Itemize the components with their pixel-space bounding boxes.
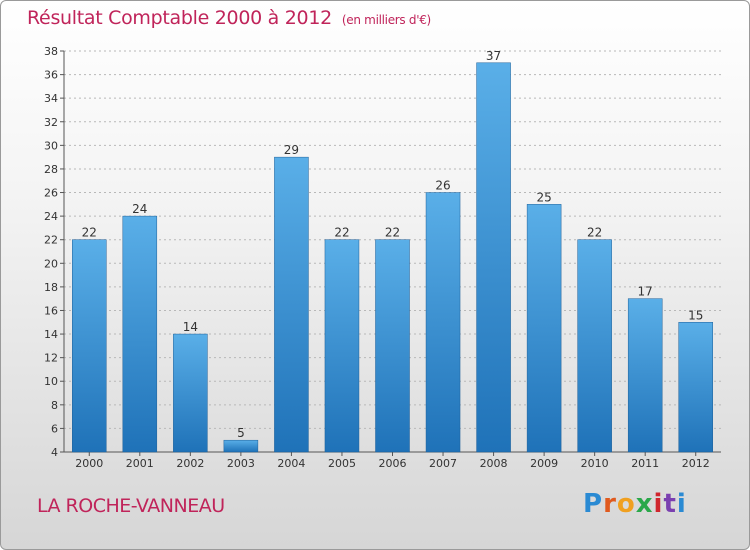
bar-2002	[173, 333, 208, 453]
data-label-2012: 15	[688, 308, 703, 322]
x-tick-label: 2007	[429, 457, 457, 470]
x-tick-label: 2001	[126, 457, 154, 470]
y-tick-label: 6	[51, 422, 58, 435]
bar-2007	[425, 192, 461, 453]
x-tick-label: 2010	[581, 457, 609, 470]
x-tick-label: 2003	[227, 457, 255, 470]
place-name: LA ROCHE-VANNEAU	[37, 495, 225, 517]
y-tick-label: 12	[44, 352, 58, 365]
data-label-2011: 17	[638, 285, 653, 299]
y-tick-label: 4	[51, 446, 58, 459]
data-label-2010: 22	[587, 226, 602, 240]
bar-2010	[577, 239, 612, 453]
x-tick-label: 2012	[682, 457, 710, 470]
y-tick-label: 28	[44, 163, 58, 176]
y-tick-label: 18	[44, 281, 58, 294]
bar-2006	[375, 239, 410, 453]
chart-title: Résultat Comptable 2000 à 2012 (en millie…	[27, 7, 431, 29]
data-label-2008: 37	[486, 49, 501, 63]
y-tick-label: 26	[44, 187, 58, 200]
data-label-2001: 24	[132, 202, 147, 216]
proxiti-logo: Proxiti	[583, 489, 687, 519]
x-tick-label: 2008	[480, 457, 508, 470]
x-tick-label: 2000	[75, 457, 103, 470]
bar-2003	[223, 439, 259, 453]
x-tick-label: 2005	[328, 457, 356, 470]
data-label-2002: 14	[183, 320, 198, 334]
y-tick-label: 20	[44, 257, 58, 270]
chart-title-text: Résultat Comptable 2000 à 2012	[27, 7, 332, 29]
bar-2008	[476, 62, 511, 453]
bar-2000	[72, 239, 107, 453]
y-tick-label: 8	[51, 399, 58, 412]
data-label-2006: 22	[385, 226, 400, 240]
y-tick-label: 32	[44, 116, 58, 129]
y-tick-label: 14	[44, 328, 58, 341]
y-tick-label: 38	[44, 45, 58, 58]
data-label-2007: 26	[435, 179, 450, 193]
y-tick-label: 34	[44, 92, 58, 105]
data-label-2004: 29	[284, 143, 299, 157]
data-label-2003: 5	[237, 426, 245, 440]
y-tick-label: 30	[44, 139, 58, 152]
x-tick-label: 2002	[176, 457, 204, 470]
data-label-2000: 22	[82, 226, 97, 240]
bar-2012	[678, 322, 713, 453]
y-tick-label: 10	[44, 375, 58, 388]
y-tick-label: 16	[44, 304, 58, 317]
x-tick-label: 2006	[379, 457, 407, 470]
y-tick-label: 24	[44, 210, 58, 223]
data-label-2005: 22	[334, 226, 349, 240]
chart-subtitle: (en milliers d'€)	[341, 13, 431, 27]
bar-2001	[122, 215, 158, 453]
bar-2009	[526, 204, 562, 453]
bar-2005	[324, 239, 360, 453]
bar-2011	[627, 298, 663, 453]
x-tick-label: 2009	[530, 457, 558, 470]
data-label-2009: 25	[536, 190, 551, 204]
x-tick-label: 2004	[277, 457, 305, 470]
y-tick-label: 36	[44, 69, 58, 82]
x-tick-label: 2011	[631, 457, 659, 470]
bar-2004	[274, 156, 309, 453]
y-tick-label: 22	[44, 234, 58, 247]
